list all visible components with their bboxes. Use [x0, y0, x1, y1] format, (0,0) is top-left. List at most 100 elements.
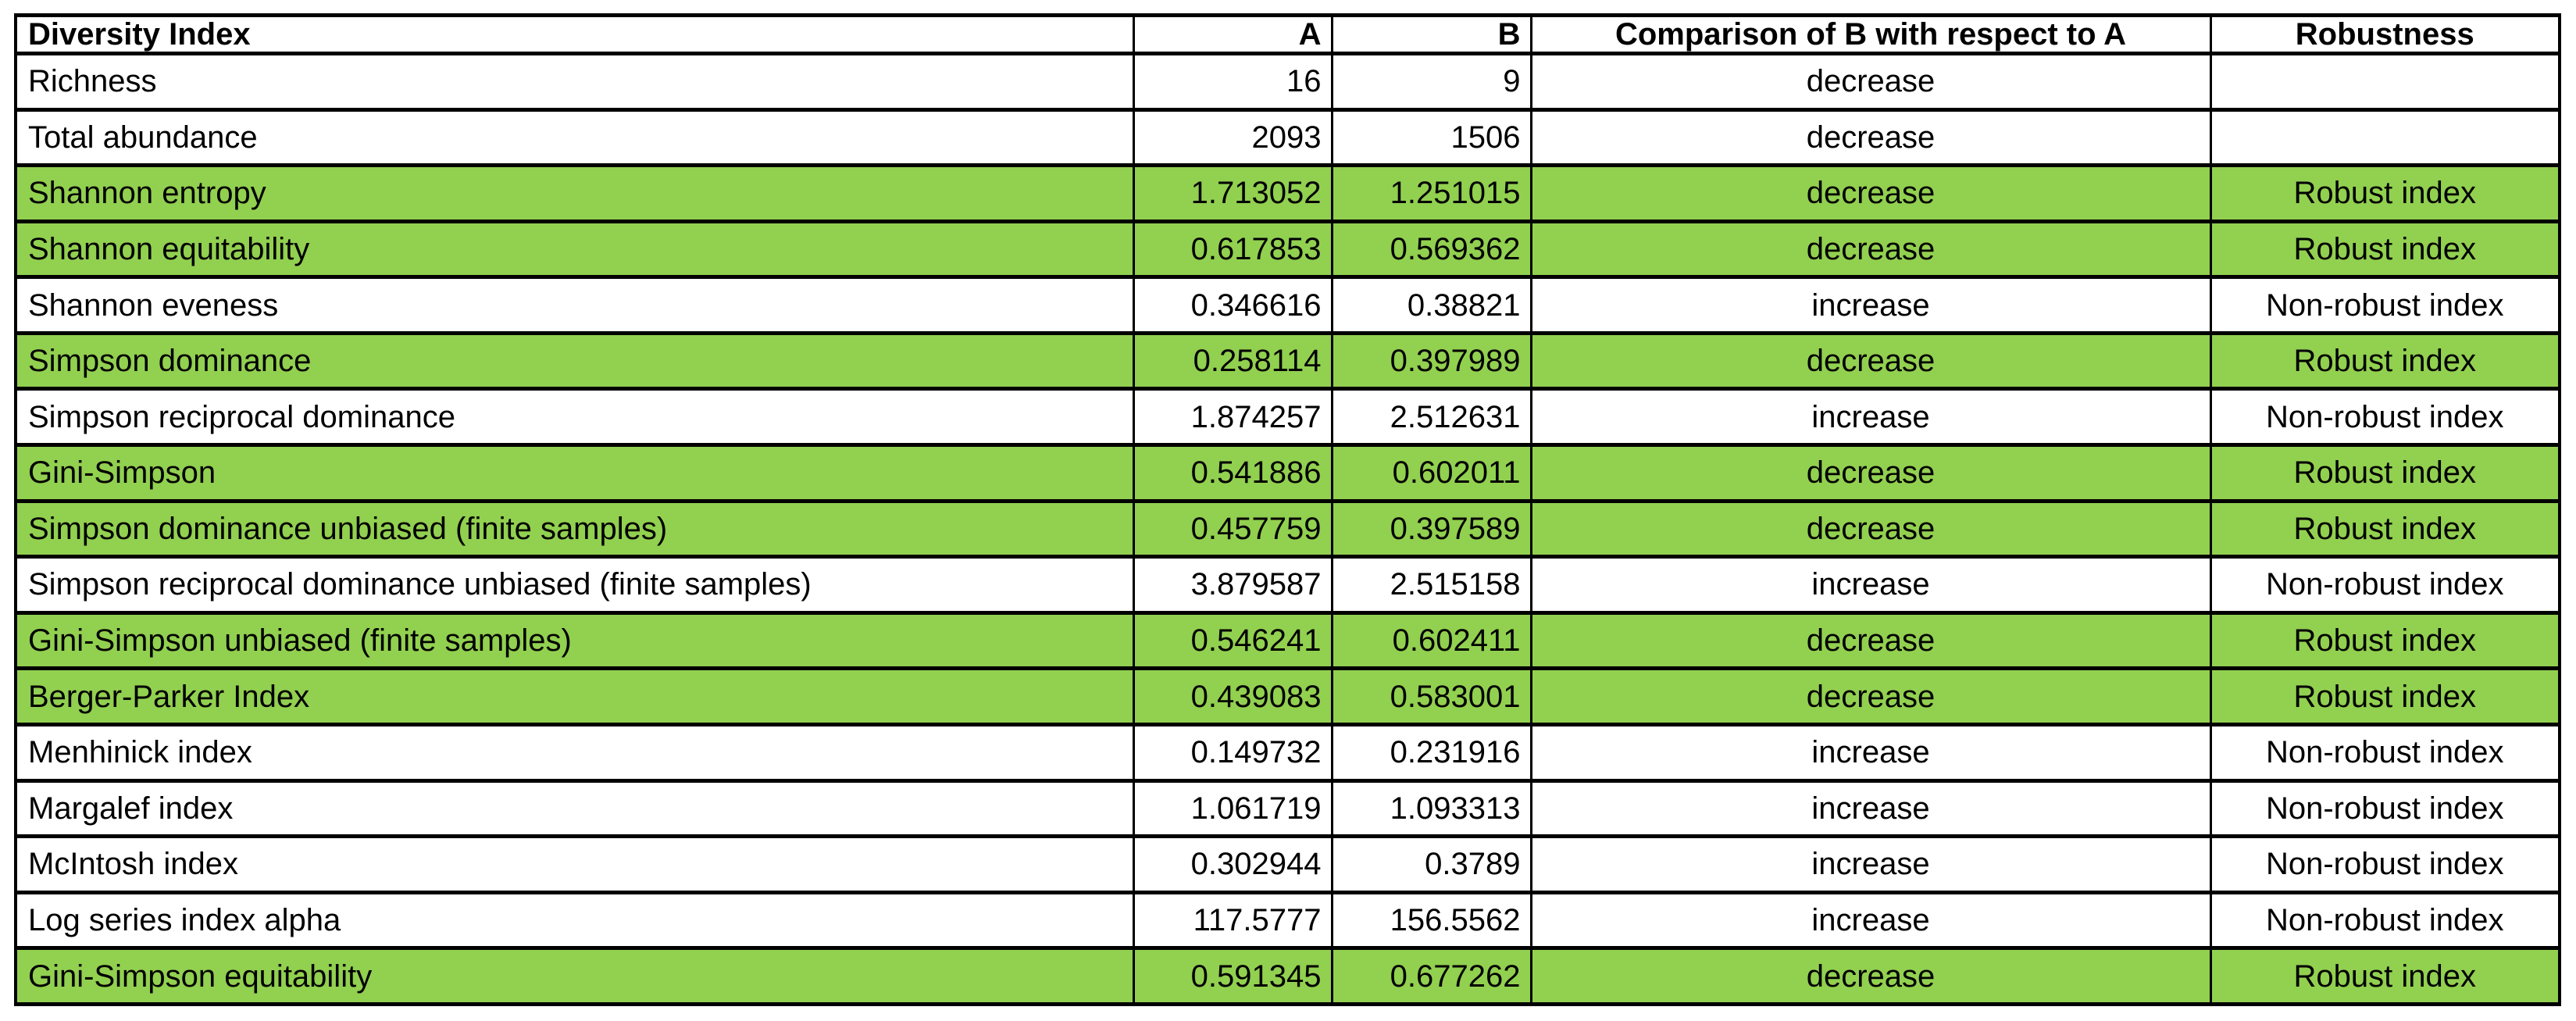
cell-a: 1.874257 — [1132, 387, 1333, 448]
cell-comparison: decrease — [1529, 163, 2212, 223]
cell-a: 0.258114 — [1132, 330, 1333, 391]
table-row: Richness 16 9 decrease — [14, 52, 2561, 112]
cell-robustness: Non-robust index — [2209, 555, 2561, 615]
table-row: Shannon entropy 1.713052 1.251015 decrease R… — [14, 163, 2561, 223]
cell-b: 1.251015 — [1330, 163, 1532, 223]
cell-b: 0.602011 — [1330, 443, 1532, 503]
cell-robustness: Robust index — [2209, 666, 2561, 726]
table-body: Richness 16 9 decrease Total abundance 2093 15… — [14, 52, 2561, 1006]
table-row: Simpson reciprocal dominance unbiased (f… — [14, 555, 2561, 615]
cell-b: 0.583001 — [1330, 666, 1532, 726]
cell-name: Gini-Simpson equitability — [14, 946, 1135, 1006]
cell-b: 0.677262 — [1330, 946, 1532, 1006]
cell-comparison: decrease — [1529, 946, 2212, 1006]
cell-name: Menhinick index — [14, 722, 1135, 783]
cell-name: Total abundance — [14, 107, 1135, 168]
column-header-b: B — [1330, 13, 1532, 55]
cell-name: Simpson reciprocal dominance — [14, 387, 1135, 448]
cell-comparison: decrease — [1529, 52, 2212, 112]
cell-b: 9 — [1330, 52, 1532, 112]
cell-b: 2.512631 — [1330, 387, 1532, 448]
cell-robustness: Robust index — [2209, 219, 2561, 280]
cell-a: 0.302944 — [1132, 834, 1333, 894]
cell-a: 0.541886 — [1132, 443, 1333, 503]
cell-b: 0.397989 — [1330, 330, 1532, 391]
table-row: Gini-Simpson equitability 0.591345 0.67726… — [14, 946, 2561, 1006]
cell-a: 2093 — [1132, 107, 1333, 168]
cell-a: 0.439083 — [1132, 666, 1333, 726]
diversity-table-container: Diversity Index A B Comparison of B with… — [14, 13, 2561, 1006]
cell-name: Margalef index — [14, 778, 1135, 839]
cell-comparison: increase — [1529, 722, 2212, 783]
table-row: Berger-Parker Index 0.439083 0.583001 decre… — [14, 666, 2561, 726]
cell-robustness — [2209, 107, 2561, 168]
cell-comparison: increase — [1529, 275, 2212, 335]
cell-a: 3.879587 — [1132, 555, 1333, 615]
column-header-robustness: Robustness — [2209, 13, 2561, 55]
cell-name: Shannon eveness — [14, 275, 1135, 335]
cell-robustness: Robust index — [2209, 163, 2561, 223]
table-row: Gini-Simpson unbiased (finite samples) 0.… — [14, 610, 2561, 671]
cell-robustness: Non-robust index — [2209, 778, 2561, 839]
cell-comparison: increase — [1529, 834, 2212, 894]
cell-b: 1506 — [1330, 107, 1532, 168]
cell-comparison: decrease — [1529, 610, 2212, 671]
header-row: Diversity Index A B Comparison of B with… — [14, 13, 2561, 55]
column-header-comparison: Comparison of B with respect to A — [1529, 13, 2212, 55]
cell-robustness: Non-robust index — [2209, 834, 2561, 894]
cell-comparison: decrease — [1529, 219, 2212, 280]
table-row: McIntosh index 0.302944 0.3789 increase Non-… — [14, 834, 2561, 894]
table-row: Margalef index 1.061719 1.093313 increase No… — [14, 778, 2561, 839]
cell-b: 0.3789 — [1330, 834, 1532, 894]
cell-name: Shannon entropy — [14, 163, 1135, 223]
cell-a: 0.346616 — [1132, 275, 1333, 335]
cell-comparison: increase — [1529, 555, 2212, 615]
cell-robustness: Robust index — [2209, 498, 2561, 559]
cell-robustness — [2209, 52, 2561, 112]
cell-comparison: decrease — [1529, 443, 2212, 503]
cell-a: 0.149732 — [1132, 722, 1333, 783]
cell-robustness: Non-robust index — [2209, 722, 2561, 783]
table-row: Gini-Simpson 0.541886 0.602011 decrease Robu… — [14, 443, 2561, 503]
cell-comparison: decrease — [1529, 666, 2212, 726]
cell-name: McIntosh index — [14, 834, 1135, 894]
cell-a: 0.617853 — [1132, 219, 1333, 280]
cell-comparison: increase — [1529, 778, 2212, 839]
cell-a: 1.061719 — [1132, 778, 1333, 839]
table-row: Shannon eveness 0.346616 0.38821 increase No… — [14, 275, 2561, 335]
column-header-diversity-index: Diversity Index — [14, 13, 1135, 55]
cell-b: 1.093313 — [1330, 778, 1532, 839]
cell-comparison: decrease — [1529, 107, 2212, 168]
cell-a: 1.713052 — [1132, 163, 1333, 223]
cell-b: 0.569362 — [1330, 219, 1532, 280]
cell-name: Simpson dominance — [14, 330, 1135, 391]
cell-b: 0.231916 — [1330, 722, 1532, 783]
table-row: Total abundance 2093 1506 decrease — [14, 107, 2561, 168]
cell-b: 2.515158 — [1330, 555, 1532, 615]
cell-name: Gini-Simpson unbiased (finite samples) — [14, 610, 1135, 671]
cell-robustness: Robust index — [2209, 443, 2561, 503]
cell-a: 0.546241 — [1132, 610, 1333, 671]
diversity-index-table: Diversity Index A B Comparison of B with… — [14, 13, 2561, 1006]
cell-b: 0.602411 — [1330, 610, 1532, 671]
cell-name: Log series index alpha — [14, 890, 1135, 951]
cell-name: Simpson dominance unbiased (finite sampl… — [14, 498, 1135, 559]
cell-robustness: Non-robust index — [2209, 275, 2561, 335]
column-header-a: A — [1132, 13, 1333, 55]
cell-robustness: Robust index — [2209, 610, 2561, 671]
cell-comparison: decrease — [1529, 330, 2212, 391]
table-row: Log series index alpha 117.5777 156.5562 in… — [14, 890, 2561, 951]
table-row: Menhinick index 0.149732 0.231916 increase N… — [14, 722, 2561, 783]
cell-name: Shannon equitability — [14, 219, 1135, 280]
cell-name: Richness — [14, 52, 1135, 112]
cell-b: 0.397589 — [1330, 498, 1532, 559]
cell-a: 117.5777 — [1132, 890, 1333, 951]
cell-robustness: Non-robust index — [2209, 890, 2561, 951]
cell-a: 16 — [1132, 52, 1333, 112]
cell-a: 0.591345 — [1132, 946, 1333, 1006]
table-row: Simpson dominance unbiased (finite sampl… — [14, 498, 2561, 559]
cell-name: Simpson reciprocal dominance unbiased (f… — [14, 555, 1135, 615]
cell-robustness: Robust index — [2209, 330, 2561, 391]
table-row: Simpson dominance 0.258114 0.397989 decreas… — [14, 330, 2561, 391]
cell-name: Berger-Parker Index — [14, 666, 1135, 726]
